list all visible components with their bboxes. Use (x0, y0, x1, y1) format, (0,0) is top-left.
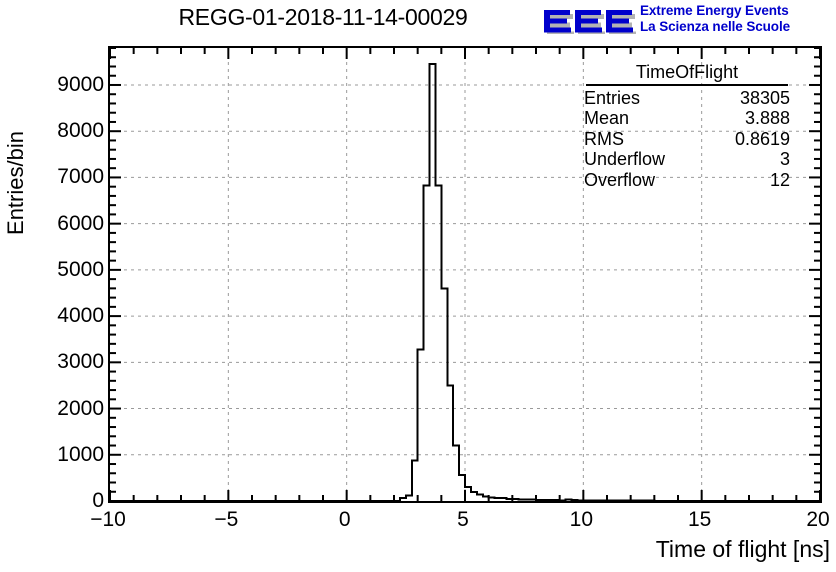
histogram-series (110, 63, 820, 501)
x-axis-ticklabel: 0 (338, 508, 351, 531)
stats-row: Overflow 12 (578, 170, 796, 191)
y-axis-ticklabel: 3000 (57, 350, 104, 374)
x-axis-ticklabel: −10 (90, 508, 126, 531)
stats-row-value: 12 (769, 169, 790, 190)
x-axis-ticklabel: −5 (214, 508, 239, 531)
x-axis-title: Time of flight [ns] (655, 536, 830, 562)
stats-row: Entries 38305 (578, 88, 796, 109)
stats-row-key: Underflow (584, 149, 666, 169)
y-axis-ticklabel: 5000 (57, 257, 104, 281)
x-axis-ticklabel: 20 (806, 508, 830, 531)
stats-row-value: 3 (779, 149, 790, 169)
y-axis-ticklabel: 0 (92, 489, 104, 512)
stats-title-rule (586, 83, 788, 86)
y-axis-ticklabel: 8000 (57, 119, 104, 143)
y-axis-ticklabel: 1000 (57, 442, 104, 466)
y-axis-ticklabel: 4000 (57, 304, 104, 328)
eee-logo-tagline: Extreme Energy Events La Scienza nelle S… (640, 3, 790, 35)
y-axis-ticklabel: 2000 (57, 396, 104, 420)
stats-title: TimeOfFlight (635, 62, 739, 82)
eee-logo: Extreme Energy Events La Scienza nelle S… (540, 2, 836, 38)
x-axis-ticklabel: 10 (569, 508, 594, 531)
stats-row-key: Overflow (584, 169, 656, 190)
y-axis-ticklabel: 6000 (57, 211, 104, 235)
stats-row-value: 3.888 (744, 108, 790, 128)
eee-tagline-line2: La Scienza nelle Scuole (640, 19, 791, 34)
x-axis-ticklabel: 15 (687, 508, 712, 531)
y-axis-ticklabels: 0 1000 2000 3000 4000 5000 6000 7000 8000 9000 (0, 46, 104, 512)
stats-rows: Entries 38305 Mean 3.888 RMS 0.8619 Underflow 3… (578, 88, 796, 191)
eee-tagline-line1: Extreme Energy Events (640, 3, 789, 18)
stats-row: RMS 0.8619 (578, 129, 796, 150)
y-axis-title: Entries/bin (3, 131, 28, 235)
stats-box: TimeOfFlight Entries 38305 Mean 3.888 RMS 0.8… (578, 62, 796, 190)
stats-row-key: RMS (584, 128, 624, 149)
axis-ticks (110, 48, 820, 501)
plot-gridlines (110, 48, 820, 501)
x-axis-ticklabel: 5 (457, 508, 469, 531)
stats-row-value: 38305 (739, 87, 790, 108)
page-title: REGG-01-2018-11-14-00029 (178, 4, 468, 30)
y-axis-ticklabel: 7000 (57, 165, 104, 189)
y-axis-ticklabel: 9000 (57, 72, 104, 96)
stats-row: Mean 3.888 (578, 108, 796, 129)
stats-row: Underflow 3 (578, 149, 796, 170)
stats-row-value: 0.8619 (734, 128, 790, 149)
histogram-plot (108, 46, 822, 503)
stats-row-key: Mean (584, 108, 630, 128)
eee-logo-mark (540, 4, 636, 34)
x-axis-ticklabels: −10 −5 0 5 10 15 20 (90, 508, 829, 534)
stats-row-key: Entries (584, 87, 641, 108)
